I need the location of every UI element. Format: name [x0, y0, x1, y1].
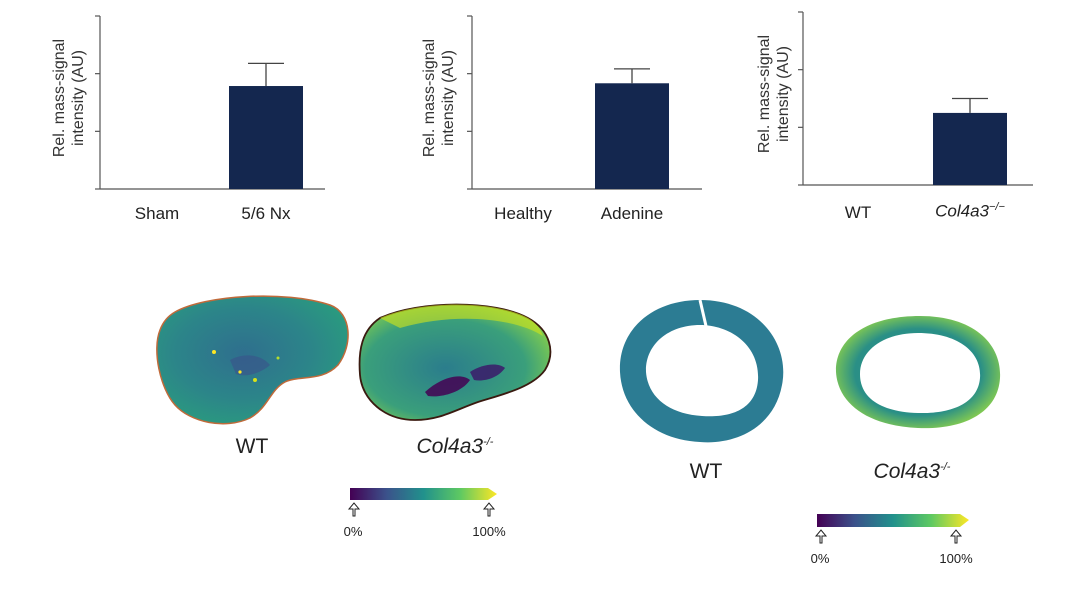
aorta-col4a3-image: [835, 316, 1001, 429]
kidney-col4a3-label: Col4a3-/-: [416, 435, 494, 458]
aorta-wt-image: [619, 299, 784, 443]
arrow-up-icon: [814, 529, 828, 544]
category-label: 5/6 Nx: [241, 204, 291, 223]
kidney-wt-label: WT: [235, 435, 269, 458]
bar-chart-3: Rel. mass-signal intensity (AU) WT Col4a…: [745, 4, 1045, 229]
kidney-col4a3-image: [358, 303, 552, 421]
colorbar-min-label: 0%: [810, 551, 830, 566]
category-label: Healthy: [494, 204, 552, 223]
category-label: Adenine: [600, 204, 664, 223]
colorbar-max-label: 100%: [939, 551, 973, 566]
chart-plot-1: [95, 15, 325, 190]
chart-plot-3: [798, 11, 1033, 186]
kidney-colorbar: [347, 488, 497, 517]
aorta-colorbar: [814, 514, 969, 544]
category-label: Col4a3−/−: [935, 201, 1005, 221]
arrow-up-icon: [482, 502, 496, 517]
arrow-up-icon: [347, 502, 361, 517]
aorta-col4a3-label: Col4a3-/-: [873, 460, 951, 483]
bar-chart-2: Rel. mass-signal intensity (AU) Healthy …: [410, 8, 710, 233]
arrow-up-icon: [949, 529, 963, 544]
bar: [595, 83, 669, 189]
bar: [229, 86, 303, 189]
bar: [933, 112, 1007, 185]
category-label: Sham: [134, 204, 180, 223]
bar-chart-1: Rel. mass-signal intensity (AU) Sham 5/6…: [40, 8, 330, 233]
aorta-wt-label: WT: [689, 460, 723, 483]
chart-plot-2: [467, 15, 702, 190]
colorbar-max-label: 100%: [472, 524, 506, 539]
colorbar-min-label: 0%: [343, 524, 363, 539]
category-label: WT: [844, 203, 872, 222]
kidney-wt-image: [156, 295, 349, 425]
